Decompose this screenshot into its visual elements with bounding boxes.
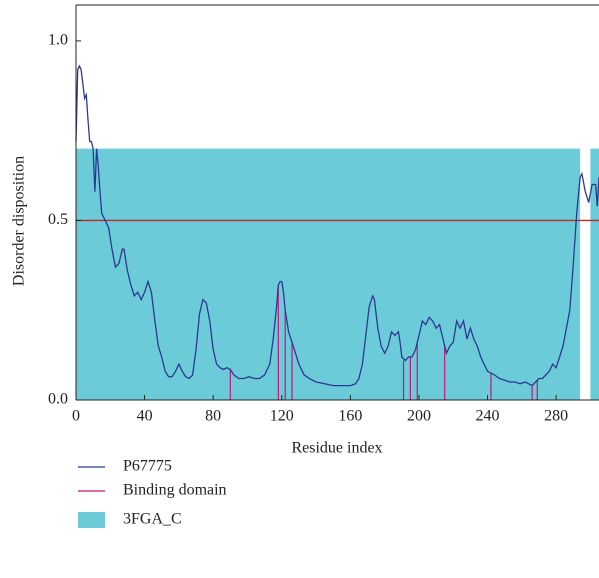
- y-tick-label: 0.5: [48, 211, 68, 228]
- x-tick-label: 80: [205, 408, 221, 425]
- legend-label: 3FGA_C: [123, 511, 182, 528]
- region: [590, 148, 599, 400]
- legend-swatch: [78, 512, 105, 528]
- region: [76, 148, 581, 400]
- y-tick-label: 1.0: [48, 32, 68, 49]
- y-axis-label: Disorder disposition: [11, 156, 28, 286]
- x-tick-label: 240: [476, 408, 500, 425]
- disorder-line: [75, 64, 599, 387]
- y-tick-label: 0.0: [48, 391, 68, 408]
- x-tick-label: 40: [137, 408, 153, 425]
- x-tick-label: 120: [270, 408, 294, 425]
- x-tick-label: 0: [72, 408, 80, 425]
- x-tick-label: 200: [407, 408, 431, 425]
- x-axis-label: Residue index: [291, 440, 382, 457]
- x-tick-label: 160: [338, 408, 362, 425]
- legend-label: Binding domain: [123, 482, 227, 499]
- x-tick-label: 280: [544, 408, 568, 425]
- legend-label: P67775: [123, 458, 172, 475]
